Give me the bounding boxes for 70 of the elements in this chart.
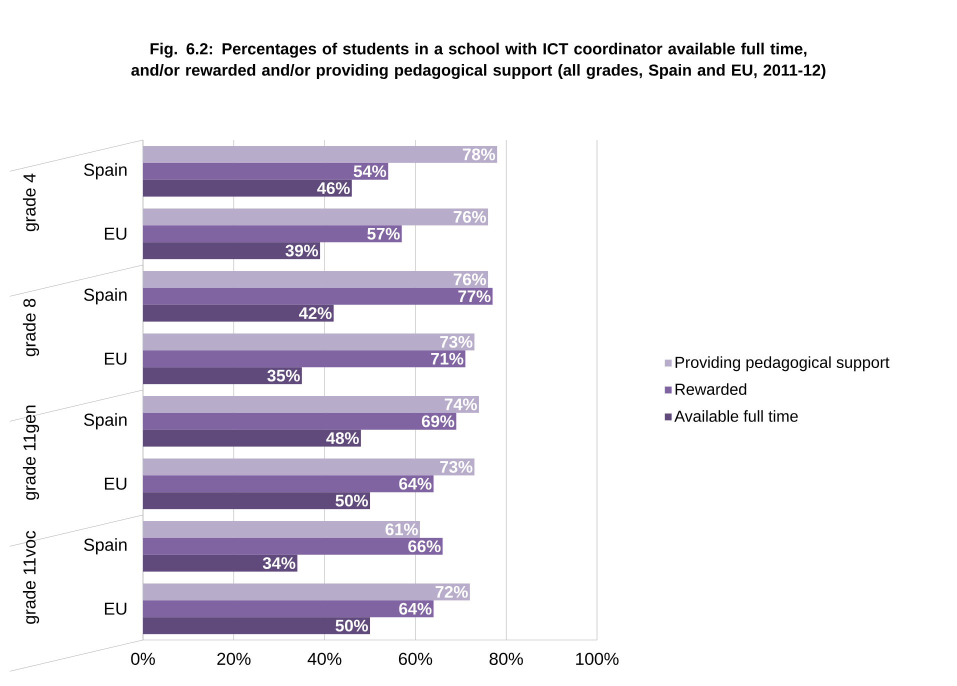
data-label: 74% <box>444 398 477 410</box>
data-label: 78% <box>462 148 496 160</box>
bar <box>143 492 370 510</box>
bar <box>143 367 302 384</box>
bar <box>143 396 479 413</box>
legend-label: Rewarded <box>676 383 746 395</box>
bar <box>143 242 320 260</box>
y-tick-label: Spain <box>84 288 126 304</box>
data-label: 39% <box>285 244 318 257</box>
x-tick-label: 20% <box>217 652 251 665</box>
data-label: 57% <box>367 228 400 240</box>
bar <box>143 538 443 555</box>
x-tick-label: 60% <box>398 652 432 665</box>
y-tick-label: Spain <box>84 413 126 430</box>
data-label: 64% <box>399 602 432 615</box>
data-label: 42% <box>298 307 332 320</box>
data-label: 73% <box>440 336 472 348</box>
bar <box>143 208 488 226</box>
x-tick-label: 0% <box>131 652 155 665</box>
bar <box>143 430 361 447</box>
bar <box>143 412 456 430</box>
bar <box>143 583 470 600</box>
data-label: 61% <box>386 523 418 536</box>
data-label: 48% <box>326 432 359 444</box>
x-tick-label: 40% <box>308 652 342 665</box>
text: grade 8 <box>22 298 40 356</box>
data-label: 77% <box>458 290 491 302</box>
bar <box>143 475 434 492</box>
legend-label: Available full time <box>674 410 798 422</box>
bar <box>143 162 388 180</box>
bar <box>143 288 493 305</box>
bar <box>143 600 434 618</box>
data-label: 34% <box>262 557 296 570</box>
y-tick-label: Spain <box>84 163 126 180</box>
data-label: 50% <box>336 620 368 632</box>
data-label: 46% <box>317 182 350 194</box>
bar <box>143 520 420 538</box>
data-label: 64% <box>399 478 432 490</box>
data-label: 66% <box>408 540 441 552</box>
legend-label: Providing pedagogical support <box>676 356 890 372</box>
x-tick-label: 100% <box>576 652 619 665</box>
data-label: 76% <box>454 273 486 286</box>
text: grade 4 <box>22 174 40 232</box>
y-tick-label: EU <box>104 228 126 240</box>
data-label: 73% <box>440 460 472 473</box>
data-label: 72% <box>436 586 468 598</box>
bar <box>143 225 402 242</box>
data-label: 69% <box>422 415 454 428</box>
y-tick-label: Spain <box>84 538 126 554</box>
y-tick-label: EU <box>104 352 126 365</box>
y-tick-label: EU <box>104 478 126 490</box>
data-label: 76% <box>454 210 486 223</box>
x-tick-label: 80% <box>490 652 523 665</box>
bar <box>143 617 370 634</box>
text: grade 11gen <box>22 406 40 500</box>
bar <box>143 270 488 288</box>
bar <box>143 554 298 572</box>
chart-title: Fig. 6.2: Percentages of students in a school with ICT coordinator available full time, and/or rewarded and/or providing pedagogical support (all grades, Spain and EU, 2011-12) <box>131 42 826 80</box>
bar <box>143 333 474 350</box>
data-label: 35% <box>267 370 300 382</box>
data-label: 71% <box>431 352 464 365</box>
data-label: 54% <box>354 165 386 178</box>
y-tick-label: EU <box>104 602 126 615</box>
bar <box>143 304 334 322</box>
bar <box>143 350 466 368</box>
bar <box>143 146 498 163</box>
data-label: 50% <box>336 494 368 507</box>
bar <box>143 180 352 197</box>
bar <box>143 458 474 476</box>
text: grade 11voc <box>22 530 40 624</box>
